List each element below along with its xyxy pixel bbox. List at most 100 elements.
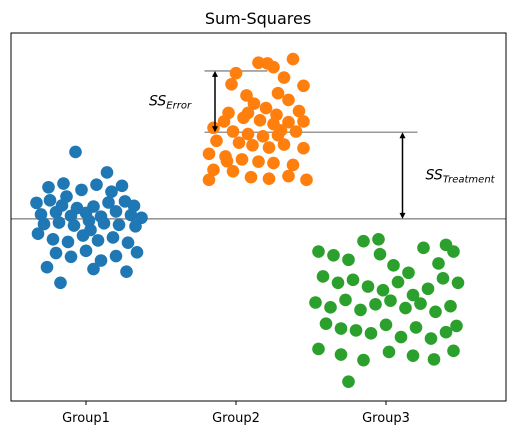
scatter-point-group3	[312, 342, 325, 356]
scatter-point-group2	[267, 60, 280, 74]
scatter-point-group1	[69, 145, 82, 159]
scatter-point-group3	[409, 321, 423, 334]
scatter-point-group2	[267, 156, 280, 170]
scatter-point-group1	[67, 219, 81, 232]
scatter-point-group3	[354, 303, 367, 317]
x-tick-label: Group1	[62, 411, 110, 426]
scatter-point-group3	[357, 353, 370, 367]
scatter-point-group2	[232, 136, 246, 149]
scatter-point-group1	[40, 260, 54, 274]
x-tick-label: Group3	[362, 411, 410, 426]
scatter-point-group3	[444, 299, 457, 313]
scatter-point-group2	[262, 141, 276, 154]
scatter-point-group3	[450, 319, 463, 333]
scatter-point-group1	[90, 178, 103, 191]
scatter-point-group2	[292, 104, 306, 118]
scatter-point-group2	[297, 115, 310, 128]
scatter-point-group2	[207, 163, 220, 177]
scatter-point-group1	[64, 250, 78, 264]
scatter-point-group3	[364, 327, 378, 340]
arrow-head-down	[212, 126, 218, 133]
scatter-point-group1	[82, 214, 96, 228]
scatter-point-group3	[369, 298, 382, 311]
scatter-point-group3	[414, 297, 427, 310]
scatter-point-group1	[109, 205, 123, 218]
scatter-point-group3	[384, 294, 397, 307]
scatter-point-group2	[256, 130, 270, 143]
scatter-point-group2	[289, 125, 303, 138]
scatter-point-group3	[346, 273, 360, 287]
scatter-point-group3	[429, 305, 442, 319]
scatter-point-group3	[427, 353, 441, 366]
scatter-point-group1	[54, 276, 67, 290]
scatter-point-group2	[235, 153, 249, 166]
scatter-point-group3	[417, 241, 430, 255]
scatter-point-group1	[106, 231, 120, 244]
scatter-point-group3	[432, 257, 445, 270]
scatter-point-group2	[225, 77, 238, 91]
scatter-point-group2	[253, 114, 267, 127]
scatter-point-group1	[124, 208, 138, 222]
x-tick-label: Group2	[212, 411, 260, 426]
scatter-point-group2	[202, 173, 216, 187]
scatter-point-group2	[241, 106, 255, 120]
scatter-point-group2	[240, 89, 253, 102]
x-axis: Group1 Group2 Group3	[62, 401, 410, 426]
scatter-point-group1	[64, 209, 78, 223]
scatter-point-group2	[277, 138, 291, 151]
scatter-point-group2	[262, 172, 276, 186]
scatter-point-group3	[379, 318, 393, 332]
scatter-point-group3	[373, 247, 387, 261]
scatter-point-group3	[372, 233, 385, 246]
scatter-point-group1	[79, 244, 93, 258]
scatter-point-group1	[94, 254, 108, 267]
scatter-point-group3	[342, 375, 355, 388]
scatter-point-group2	[217, 115, 231, 128]
scatter-point-group1	[30, 196, 43, 210]
scatter-point-group1	[49, 205, 63, 219]
arrow-head-up	[399, 132, 406, 139]
scatter-point-group3	[334, 322, 348, 335]
scatter-point-group2	[241, 127, 255, 141]
scatter-point-group1	[34, 208, 48, 221]
scatter-point-group1	[60, 190, 73, 203]
arrow-head-up	[212, 70, 218, 77]
scatter-point-group2	[247, 97, 261, 110]
scatter-point-group2	[286, 52, 300, 66]
scatter-point-group3	[406, 288, 420, 302]
scatter-point-group2	[282, 93, 295, 107]
scatter-point-group3	[436, 272, 450, 285]
scatter-point-group3	[391, 275, 405, 289]
scatter-point-group1	[121, 236, 135, 249]
annotation-label: SSError	[149, 94, 192, 112]
scatter-point-group3	[324, 301, 337, 314]
scatter-point-group3	[439, 238, 453, 252]
scatter-point-group2	[300, 173, 313, 187]
scatter-point-group3	[327, 248, 340, 262]
scatter-point-group1	[84, 223, 97, 237]
scatter-point-group2	[286, 158, 300, 172]
scatter-point-group1	[42, 180, 55, 194]
scatter-point-group1	[115, 179, 129, 193]
scatter-point-group3	[439, 325, 453, 339]
scatter-point-group3	[447, 344, 460, 358]
plot-area: SSError SSTreatment	[11, 52, 506, 388]
scatter-point-group2	[277, 71, 291, 84]
scatter-point-group1	[102, 196, 115, 209]
scatter-point-group1	[105, 185, 118, 199]
scatter-point-group2	[274, 124, 288, 137]
scatter-point-group2	[252, 155, 265, 168]
annotation-label: SSTreatment	[426, 168, 496, 186]
scatter-point-group1	[91, 234, 105, 247]
scatter-point-group2	[202, 147, 216, 161]
scatter-point-group3	[319, 317, 333, 330]
scatter-point-group3	[376, 283, 390, 297]
scatter-point-group1	[31, 227, 45, 241]
scatter-point-group3	[399, 301, 412, 315]
scatter-point-group2	[271, 86, 285, 100]
scatter-point-group3	[331, 276, 345, 290]
scatter-point-group1	[97, 217, 111, 230]
scatter-point-group1	[61, 235, 75, 249]
scatter-point-group1	[49, 246, 63, 260]
